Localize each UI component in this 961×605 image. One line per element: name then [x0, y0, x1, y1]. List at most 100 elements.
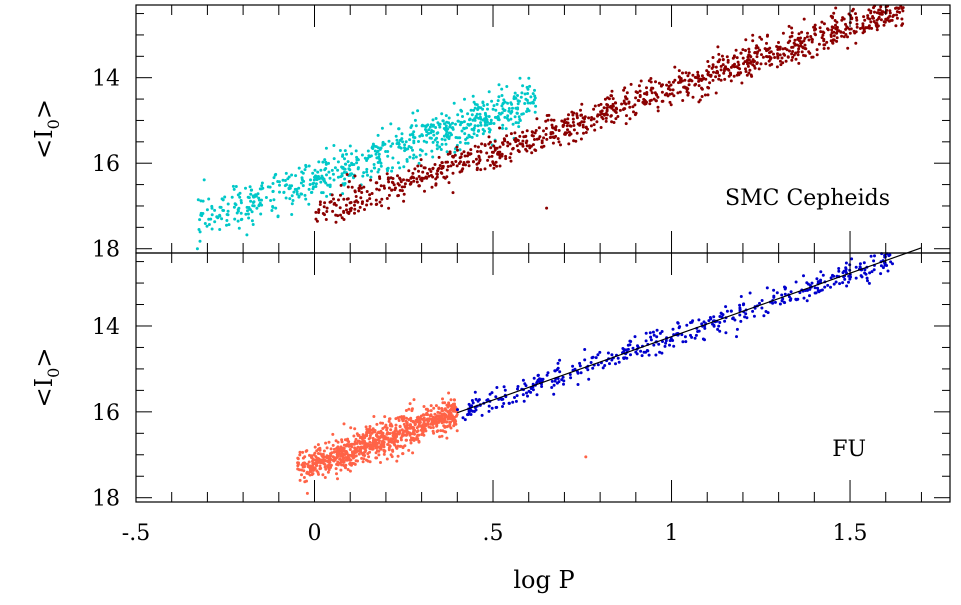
scatter-point	[326, 465, 330, 469]
scatter-point	[755, 55, 759, 59]
scatter-point	[637, 84, 641, 88]
scatter-point	[450, 133, 453, 137]
scatter-point	[349, 206, 353, 210]
scatter-point	[205, 224, 209, 228]
scatter-point	[502, 101, 505, 105]
scatter-point	[363, 156, 367, 160]
scatter-point	[447, 391, 451, 395]
scatter-point	[339, 175, 343, 179]
scatter-point	[398, 188, 402, 192]
y-axis-labels: <I0><I0>	[30, 99, 63, 407]
scatter-point	[462, 161, 466, 164]
scatter-point	[231, 184, 235, 188]
scatter-point	[440, 421, 444, 425]
scatter-point	[385, 426, 389, 430]
y-tick-label: 16	[92, 152, 120, 177]
scatter-point	[863, 18, 867, 22]
scatter-point	[440, 142, 444, 146]
scatter-point	[323, 168, 327, 172]
scatter-point	[447, 116, 451, 120]
scatter-point	[634, 96, 638, 100]
scatter-point	[365, 170, 369, 174]
scatter-point	[440, 434, 444, 438]
scatter-point	[445, 425, 449, 429]
scatter-point	[455, 413, 459, 416]
scatter-point	[461, 167, 465, 171]
scatter-point	[645, 92, 649, 96]
scatter-point	[411, 171, 415, 175]
scatter-point	[336, 175, 340, 179]
scatter-point	[377, 152, 381, 156]
scatter-point	[654, 80, 657, 84]
scatter-point	[368, 460, 372, 464]
scatter-point	[283, 179, 287, 182]
scatter-point	[412, 398, 416, 402]
scatter-point	[236, 193, 240, 197]
scatter-point	[394, 417, 398, 421]
scatter-point	[487, 404, 491, 408]
scatter-point	[376, 170, 380, 174]
scatter-point	[304, 197, 308, 201]
scatter-point	[815, 48, 819, 52]
scatter-point	[422, 176, 426, 180]
scatter-point	[369, 175, 373, 179]
scatter-point	[822, 22, 826, 26]
scatter-point	[387, 438, 391, 442]
scatter-point	[402, 165, 406, 169]
scatter-point	[290, 202, 294, 206]
scatter-point	[438, 145, 442, 149]
scatter-point	[744, 67, 747, 71]
scatter-point	[644, 102, 648, 106]
scatter-point	[428, 167, 431, 171]
scatter-point	[475, 112, 479, 116]
scatter-point	[437, 417, 441, 421]
scatter-point	[498, 126, 502, 130]
scatter-point	[332, 447, 336, 451]
scatter-point	[527, 76, 531, 80]
scatter-point	[659, 84, 663, 88]
scatter-point	[760, 306, 764, 310]
scatter-point	[445, 175, 449, 179]
scatter-point	[246, 209, 249, 213]
scatter-point	[345, 173, 349, 176]
scatter-point	[220, 197, 224, 201]
scatter-point	[481, 132, 485, 136]
scatter-point	[628, 117, 632, 121]
scatter-point	[534, 104, 538, 108]
scatter-point	[324, 181, 328, 185]
scatter-point	[507, 401, 511, 405]
scatter-point	[786, 41, 790, 45]
scatter-point	[700, 95, 704, 98]
scatter-point	[230, 195, 234, 199]
scatter-point	[697, 84, 701, 88]
scatter-point	[368, 425, 372, 428]
scatter-point	[873, 10, 876, 14]
scatter-point	[343, 438, 347, 442]
scatter-point	[579, 113, 583, 117]
scatter-point	[676, 91, 680, 95]
scatter-point	[848, 31, 852, 35]
scatter-point	[344, 203, 348, 207]
scatter-point	[530, 151, 534, 155]
scatter-point	[651, 330, 655, 334]
scatter-point	[345, 208, 348, 212]
scatter-point	[526, 92, 530, 95]
scatter-point	[222, 209, 226, 212]
scatter-point	[602, 106, 606, 110]
scatter-point	[627, 101, 631, 105]
scatter-point	[386, 166, 390, 170]
scatter-point	[731, 64, 735, 68]
scatter-point	[673, 65, 677, 69]
scatter-point	[469, 148, 473, 152]
scatter-point	[545, 206, 549, 210]
scatter-point	[853, 31, 857, 35]
scatter-point	[834, 27, 838, 31]
scatter-point	[875, 28, 879, 32]
scatter-point	[437, 123, 441, 127]
scatter-point	[835, 39, 839, 43]
scatter-point	[207, 223, 211, 226]
scatter-point	[380, 441, 384, 445]
scatter-point	[343, 149, 347, 153]
scatter-point	[854, 41, 858, 45]
